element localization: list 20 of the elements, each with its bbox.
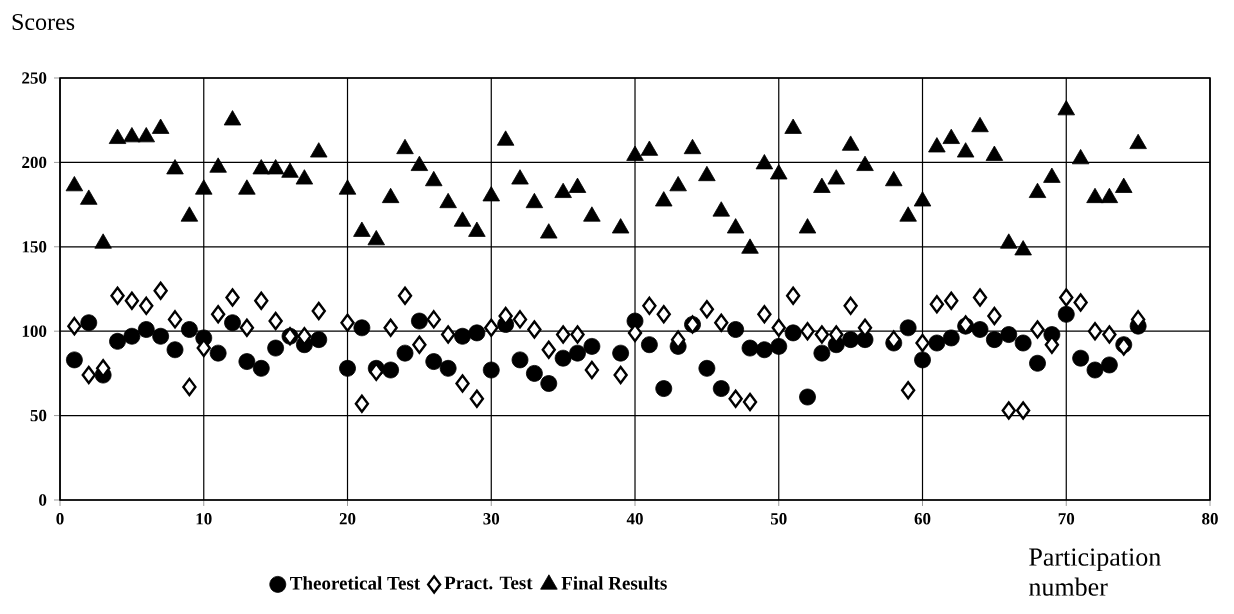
y-tick-label: 200 (22, 156, 47, 169)
y-tick-label: 150 (22, 241, 47, 253)
y-tick-label: 250 (22, 72, 47, 84)
x-tick-label: 0 (56, 513, 64, 525)
y-axis-title: Scores (12, 13, 75, 31)
x-tick-label: 30 (483, 513, 500, 525)
y-tick-label: 0 (39, 494, 47, 506)
x-tick-label: 40 (626, 513, 643, 525)
legend-label: Final Results (561, 576, 667, 590)
legend-label: Theoretical Test (290, 576, 421, 590)
x-tick-label: 20 (339, 513, 356, 525)
x-tick-label: 10 (196, 513, 212, 525)
x-tick-label: 70 (1058, 513, 1075, 525)
x-tick-label: 50 (770, 513, 787, 525)
x-tick-label: 80 (1202, 513, 1218, 525)
x-axis-title: Participation number (1029, 548, 1161, 596)
legend-label: Pract. Test (444, 576, 533, 590)
y-tick-label: 50 (30, 409, 47, 422)
y-tick-label: 100 (22, 325, 47, 337)
x-tick-label: 60 (914, 513, 931, 525)
